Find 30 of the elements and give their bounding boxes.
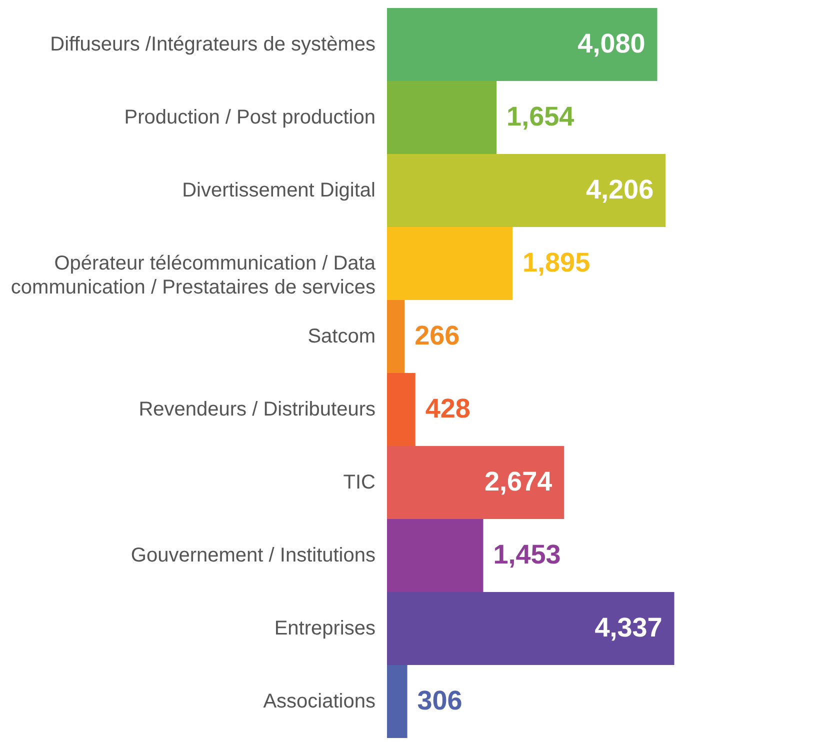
bar: [387, 592, 674, 665]
data-label: 4,337: [594, 612, 662, 642]
y-tick-label: Satcom: [308, 326, 376, 348]
bar: [387, 227, 513, 300]
data-label: 1,453: [493, 540, 561, 570]
bar: [387, 8, 658, 81]
data-label: 1,895: [522, 248, 590, 278]
data-label: 2,674: [484, 466, 552, 496]
y-tick-label: Associations: [263, 690, 376, 712]
y-tick-label: Revendeurs / Distributeurs: [138, 398, 376, 420]
bar: [387, 154, 666, 227]
y-tick-label: Production / Post production: [124, 106, 376, 128]
bar: [387, 300, 405, 373]
y-tick-label: Entreprises: [274, 618, 376, 640]
bar: [387, 446, 564, 519]
data-label: 266: [414, 320, 460, 350]
y-tick-label: Opérateur télécommunication / Data communication / Prestataires de services: [10, 252, 376, 298]
y-tick-label: Divertissement Digital: [182, 180, 376, 202]
y-tick-label: TIC: [343, 472, 376, 494]
data-label: 1,654: [506, 102, 574, 132]
data-label: 4,206: [586, 174, 654, 204]
bar: [387, 81, 497, 154]
data-label: 428: [425, 394, 470, 424]
y-tick-label: Gouvernement / Institutions: [130, 544, 376, 566]
data-label: 4,080: [578, 28, 646, 58]
bar: [387, 373, 416, 446]
bar: [387, 519, 484, 592]
data-label: 306: [417, 686, 462, 716]
y-tick-label: Diffuseurs /Intégrateurs de systèmes: [50, 34, 376, 56]
bar: [387, 665, 408, 738]
